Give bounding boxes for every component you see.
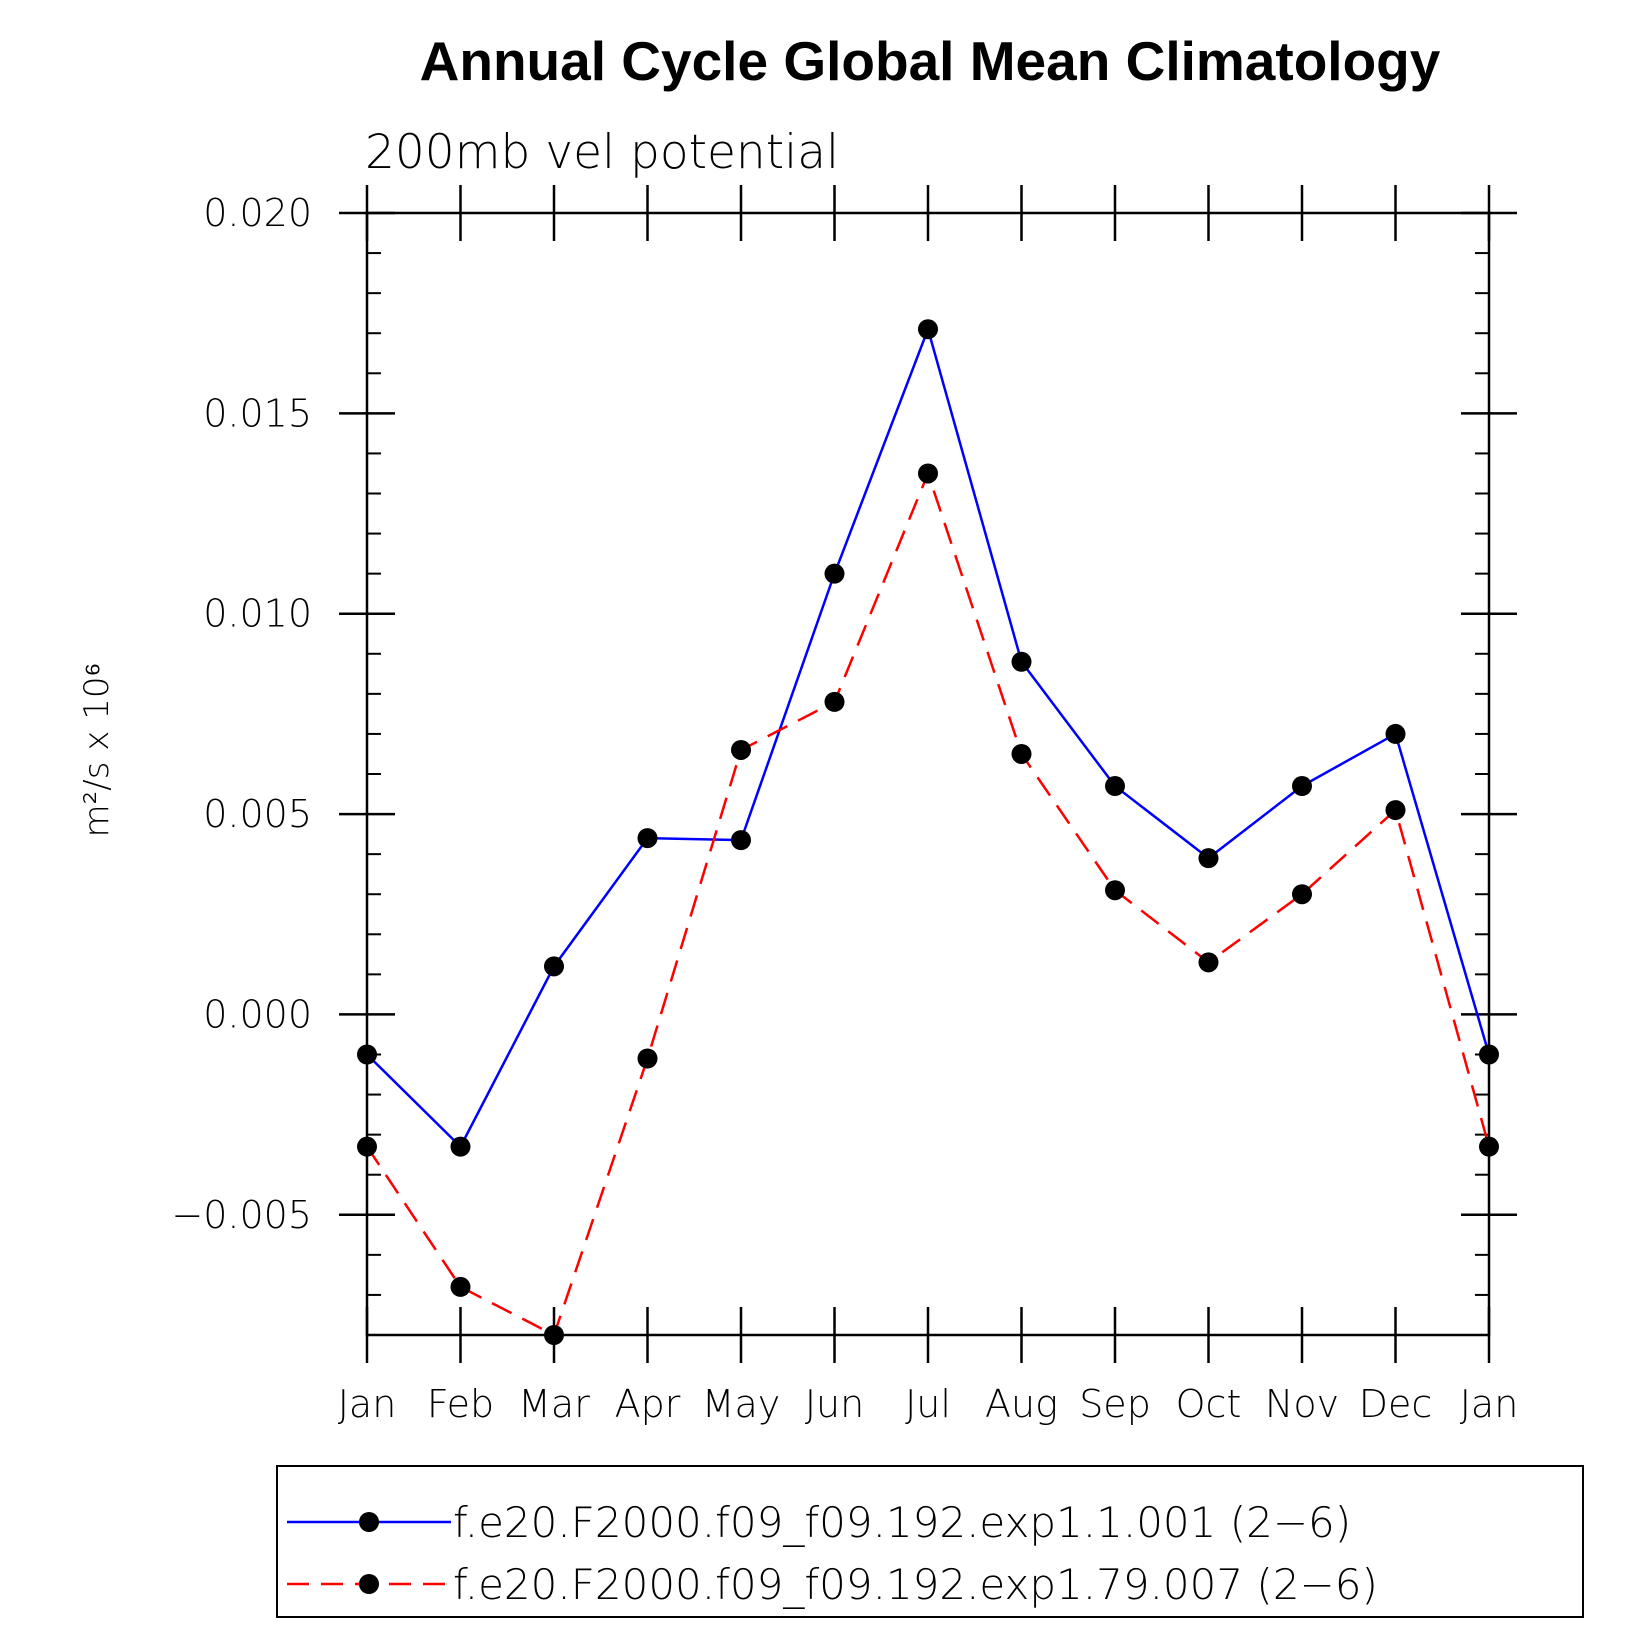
series-1-point (1105, 776, 1125, 797)
x-tick-label: Mar (518, 1382, 590, 1426)
x-tick-label: May (702, 1382, 781, 1426)
x-tick-label: Nov (1265, 1382, 1339, 1426)
legend-label-1: f.e20.F2000.f09_f09.192.exp1.1.001 (2−6) (453, 1498, 1351, 1547)
x-tick-label: Apr (615, 1382, 681, 1426)
x-tick-label: Oct (1176, 1382, 1242, 1426)
legend: f.e20.F2000.f09_f09.192.exp1.1.001 (2−6)… (287, 1498, 1378, 1609)
legend-box (276, 1465, 1584, 1618)
series-1-point (1479, 1044, 1499, 1065)
series-2-point (1011, 743, 1032, 764)
series-2-point (824, 691, 845, 712)
series-2-point (918, 463, 938, 484)
series-1-point (637, 828, 658, 849)
y-tick-label: 0.020 (203, 191, 312, 235)
legend-label-2: f.e20.F2000.f09_f09.192.exp1.79.007 (2−6… (453, 1560, 1378, 1609)
series-1-point (824, 563, 845, 584)
y-tick-label: 0.005 (203, 792, 312, 836)
series-1-point (1385, 723, 1406, 744)
chart-title: Annual Cycle Global Mean Climatology (420, 30, 1441, 92)
y-tick-label: 0.010 (203, 592, 312, 636)
x-tick-label: Jun (805, 1382, 864, 1426)
x-tick-labels: Jan Feb Mar Apr May Jun Jul Aug Sep Oct Nov Dec Jan (338, 1382, 1519, 1426)
series-2-point (1385, 800, 1406, 821)
x-tick-label: Sep (1079, 1382, 1151, 1426)
chart-subtitle: 200mb vel potential (365, 125, 839, 180)
series-2-point (1198, 952, 1219, 973)
y-tick-label: −0.005 (171, 1193, 312, 1237)
series-1-point (1292, 776, 1312, 797)
series-1-point (1011, 651, 1032, 672)
x-tick-label: Feb (427, 1382, 494, 1426)
y-tick-label: 0.000 (203, 992, 312, 1036)
series-2-point (731, 739, 751, 760)
series-2-point (637, 1048, 658, 1069)
series-2-point (1292, 884, 1312, 905)
series-2-point (357, 1136, 377, 1157)
series-1-point (731, 830, 751, 851)
x-tick-label: Aug (985, 1382, 1058, 1426)
y-tick-label: 0.015 (203, 391, 312, 435)
x-tick-label: Dec (1359, 1382, 1433, 1426)
x-tick-label: Jan (1460, 1382, 1519, 1426)
series-2-point (544, 1325, 564, 1345)
series-1-point (1198, 848, 1219, 869)
axis-ticks (339, 185, 1517, 1363)
legend-marker-2 (359, 1574, 379, 1594)
legend-marker-1 (359, 1512, 379, 1532)
series-line-2 (365, 469, 1491, 1337)
series-2-point (1479, 1136, 1499, 1157)
plot-frame (365, 211, 1491, 1337)
series-1-point (357, 1044, 377, 1065)
series-markers (357, 319, 1499, 1345)
series-2-point (1105, 880, 1125, 901)
x-tick-label: Jan (338, 1382, 397, 1426)
series-1-point (918, 319, 938, 340)
x-tick-label: Jul (905, 1382, 951, 1426)
series-1-point (450, 1136, 471, 1157)
series-2-point (450, 1276, 471, 1297)
y-tick-labels: −0.005 0.000 0.005 0.010 0.015 0.020 (171, 191, 312, 1237)
series-1-point (544, 956, 564, 977)
y-axis-label: m²/s x 10⁶ (77, 663, 117, 838)
series-line-1 (366, 325, 1491, 1149)
